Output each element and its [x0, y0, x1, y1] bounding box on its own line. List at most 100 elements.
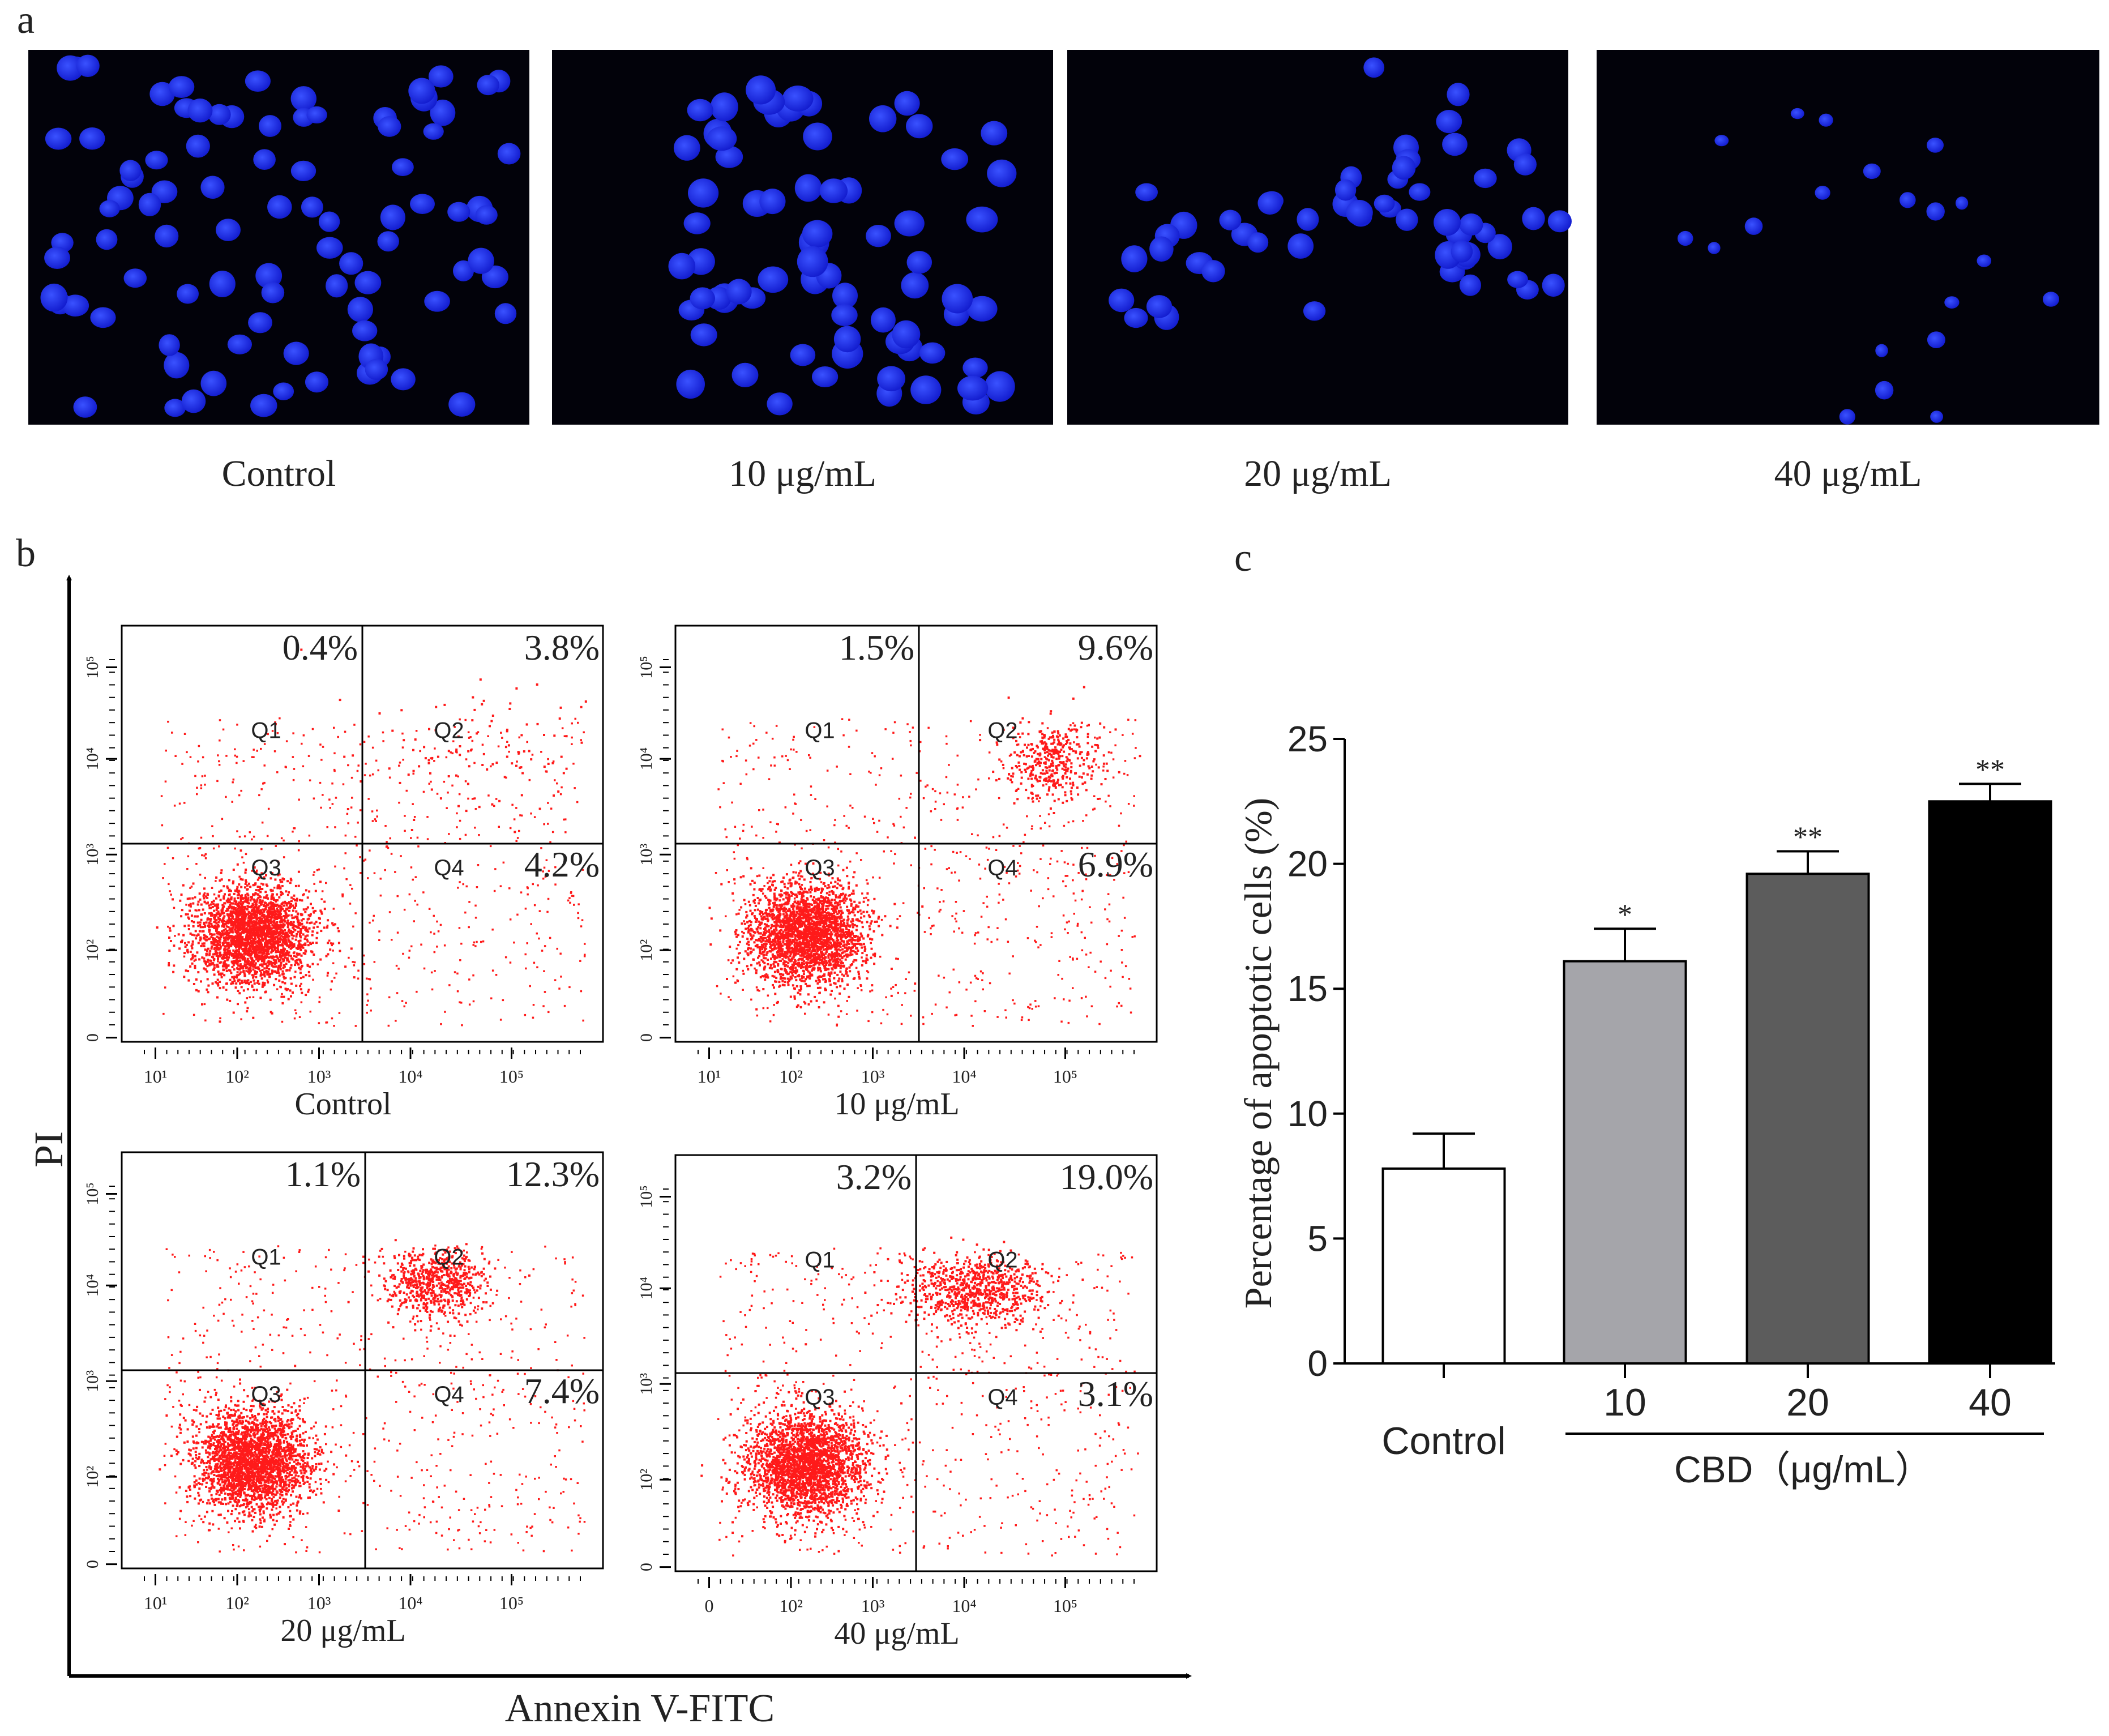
- x-tick-label: 0: [705, 1596, 714, 1616]
- y-tick-label: 10⁴: [83, 1274, 102, 1297]
- cell-nucleus: [1542, 273, 1565, 297]
- cell-nucleus: [1487, 234, 1512, 260]
- cell-nucleus: [250, 394, 277, 417]
- x-tick-label: 10²: [225, 1593, 249, 1613]
- cell-nucleus: [168, 76, 195, 99]
- cell-nucleus: [832, 283, 858, 309]
- x-tick-label: 10⁴: [398, 1066, 422, 1087]
- cell-nucleus: [767, 392, 793, 416]
- cell-nucleus: [1303, 301, 1326, 321]
- quadrant-label-q1: Q1: [805, 718, 835, 743]
- cell-nucleus: [707, 126, 737, 151]
- cell-nucleus: [1744, 217, 1763, 235]
- quadrant-label-q2: Q2: [434, 718, 464, 743]
- x-tick-label: 10²: [779, 1066, 803, 1087]
- cell-nucleus: [1135, 183, 1158, 202]
- panel-a-label: a: [17, 0, 35, 42]
- cell-nucleus: [79, 127, 105, 150]
- flow-plot-1: Q1 Q2 Q3 Q4 0.4% 3.8% 4.2% 10¹ 10² 10³ 10⁴ 10⁵ 0 10² 1…: [83, 625, 604, 1122]
- cell-nucleus: [155, 224, 179, 247]
- bar-control: [1381, 1167, 1506, 1365]
- cell-nucleus: [318, 211, 340, 232]
- cell-nucleus: [391, 368, 416, 391]
- cell-nucleus: [1257, 191, 1282, 215]
- cell-nucleus: [901, 272, 929, 299]
- y-tick-label: 10⁵: [637, 1185, 656, 1208]
- cell-nucleus: [149, 82, 175, 106]
- cell-nucleus: [187, 99, 213, 123]
- y-tick-label: 0: [1307, 1343, 1328, 1384]
- cell-nucleus: [245, 70, 271, 92]
- cell-nucleus: [906, 114, 933, 139]
- cell-nucleus: [468, 247, 494, 274]
- quadrant-label-q4: Q4: [987, 856, 1017, 880]
- cell-nucleus: [99, 200, 120, 217]
- plot-caption: 10 μg/mL: [834, 1087, 959, 1122]
- cell-nucleus: [1247, 232, 1269, 253]
- flow-plot-2: Q1 Q2 Q3 Q4 1.5% 9.6% 6.9% 10¹ 10² 10³ 10⁴ 10⁵ 0 10² 1…: [637, 625, 1158, 1122]
- cell-nucleus: [790, 344, 816, 366]
- x-tick-label: 10³: [307, 1593, 331, 1613]
- y-tick-label: 10³: [637, 1373, 656, 1395]
- group-label: CBD（μg/mL）: [1674, 1448, 1932, 1490]
- cell-nucleus: [408, 78, 435, 104]
- cell-nucleus: [759, 189, 786, 215]
- cell-nucleus: [259, 115, 281, 137]
- cell-nucleus: [283, 341, 309, 365]
- q1-percentage: 0.4%: [283, 627, 358, 668]
- cell-nucleus: [1677, 230, 1693, 246]
- micrograph-caption: 10 μg/mL: [729, 453, 876, 494]
- cell-nucleus: [410, 194, 435, 215]
- cell-nucleus: [209, 271, 236, 297]
- micrograph-2: 10 μg/mL: [552, 50, 1053, 494]
- cell-nucleus: [987, 159, 1017, 187]
- bar-10: [1563, 960, 1687, 1365]
- cell-nucleus: [673, 135, 700, 161]
- bar-20: [1746, 873, 1870, 1365]
- cell-nucleus: [683, 212, 711, 234]
- cell-nucleus: [423, 123, 444, 140]
- significance-marker: *: [1618, 899, 1632, 931]
- quadrant-label-q2: Q2: [434, 1245, 464, 1269]
- cell-nucleus: [1121, 245, 1148, 272]
- q1-percentage: 1.5%: [839, 627, 914, 668]
- cell-nucleus: [380, 204, 406, 230]
- cell-nucleus: [782, 85, 814, 112]
- q4-percentage: 3.1%: [1078, 1374, 1153, 1414]
- x-tick-label: 10³: [861, 1066, 885, 1087]
- x-tick-label: 10³: [861, 1596, 885, 1616]
- event-dots: [156, 648, 587, 1027]
- cell-nucleus: [797, 246, 828, 277]
- y-tick-label: 5: [1307, 1218, 1328, 1259]
- q4-percentage: 6.9%: [1078, 844, 1153, 884]
- cell-nucleus: [1926, 202, 1945, 221]
- cell-nucleus: [833, 326, 861, 353]
- cell-nucleus: [894, 91, 920, 116]
- cell-nucleus: [494, 303, 517, 324]
- cell-nucleus: [290, 86, 316, 112]
- q2-percentage: 9.6%: [1078, 627, 1153, 668]
- cell-nucleus: [731, 362, 759, 388]
- cell-nucleus: [688, 178, 719, 208]
- y-tick-label: 10⁵: [83, 656, 102, 678]
- quadrant-label-q3: Q3: [805, 1385, 835, 1410]
- quadrant-label-q3: Q3: [805, 856, 835, 880]
- cell-nucleus: [159, 334, 180, 356]
- x-tick-label: 10: [1603, 1381, 1646, 1424]
- cell-nucleus: [676, 369, 705, 399]
- q1-percentage: 3.2%: [836, 1157, 912, 1197]
- flow-cytometry-plots: Q1 Q2 Q3 Q4 0.4% 3.8% 4.2% 10¹ 10² 10³ 10⁴ 10⁵ 0 10² 1…: [83, 625, 1158, 1651]
- cell-nucleus: [1875, 380, 1894, 400]
- cell-nucleus: [1547, 210, 1572, 233]
- cell-nucleus: [919, 342, 946, 364]
- cell-nucleus: [803, 122, 832, 151]
- cell-nucleus: [1146, 295, 1173, 318]
- cell-nucleus: [966, 206, 998, 233]
- x-tick-label: 10¹: [144, 1066, 168, 1087]
- cell-nucleus: [177, 284, 199, 304]
- quadrant-label-q2: Q2: [987, 718, 1017, 743]
- cell-nucleus: [181, 389, 206, 413]
- cell-nucleus: [866, 225, 891, 247]
- cell-nucleus: [45, 127, 72, 150]
- cell-nucleus: [1819, 113, 1833, 127]
